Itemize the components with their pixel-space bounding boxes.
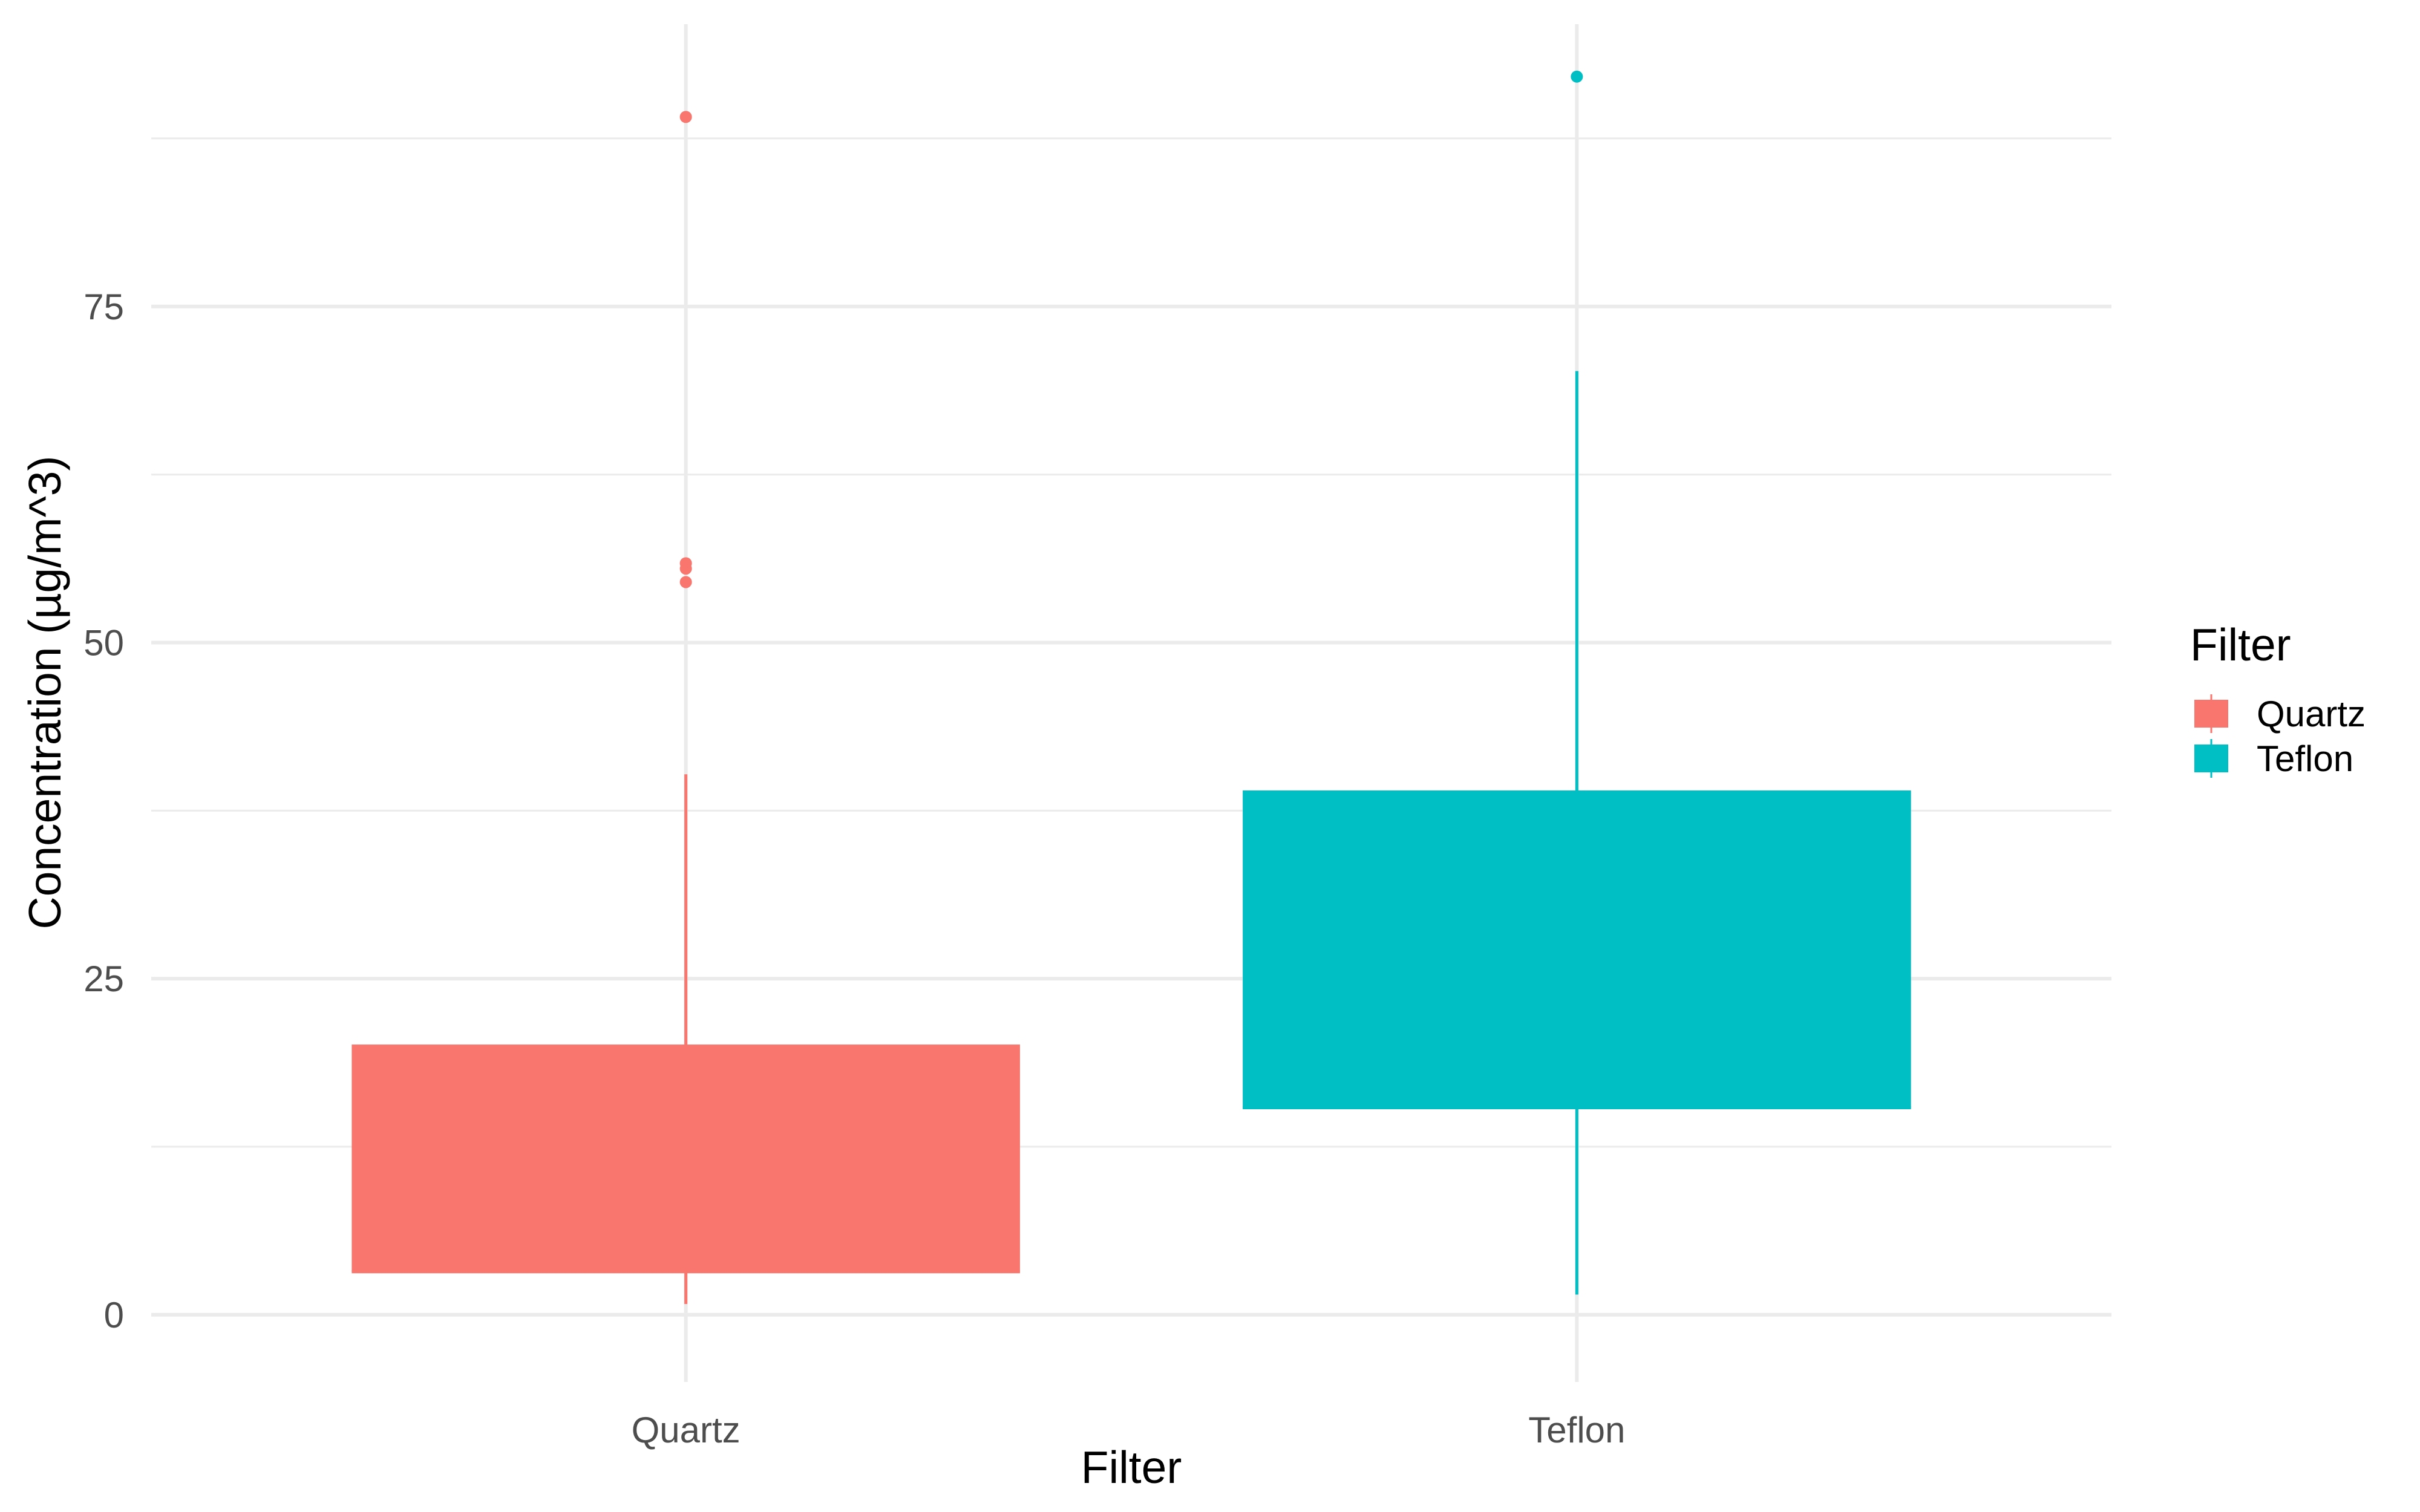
box-quartz bbox=[352, 1044, 1020, 1272]
legend-label-quartz: Quartz bbox=[2257, 694, 2366, 734]
legend: Filter Quartz Teflon bbox=[2190, 619, 2366, 779]
legend-key-quartz bbox=[2194, 700, 2228, 728]
box-teflon bbox=[1243, 790, 1911, 1108]
legend-item-quartz: Quartz bbox=[2194, 694, 2366, 734]
legend-item-teflon: Teflon bbox=[2194, 738, 2353, 779]
box-group-teflon bbox=[1243, 70, 1911, 1295]
legend-key-teflon bbox=[2194, 745, 2228, 772]
legend-label-teflon: Teflon bbox=[2257, 738, 2353, 779]
outlier-quartz-3 bbox=[679, 111, 692, 123]
outlier-quartz-2 bbox=[679, 557, 692, 570]
y-tick-label-1: 25 bbox=[83, 959, 124, 999]
legend-title: Filter bbox=[2190, 619, 2291, 670]
boxes bbox=[352, 70, 1911, 1305]
y-axis-title: Concentration (µg/m^3) bbox=[19, 456, 70, 930]
y-tick-label-3: 75 bbox=[83, 287, 124, 327]
y-tick-label-0: 0 bbox=[104, 1295, 124, 1335]
x-axis-title: Filter bbox=[1081, 1442, 1182, 1493]
outlier-teflon-0 bbox=[1571, 70, 1583, 83]
box-group-quartz bbox=[352, 111, 1020, 1305]
y-axis-ticks: 0 25 50 75 bbox=[83, 287, 124, 1335]
x-tick-label-0: Quartz bbox=[632, 1410, 741, 1450]
x-tick-label-1: Teflon bbox=[1528, 1410, 1625, 1450]
y-tick-label-2: 50 bbox=[83, 622, 124, 663]
x-axis-ticks: Quartz Teflon bbox=[632, 1410, 1626, 1450]
outlier-quartz-0 bbox=[679, 576, 692, 588]
